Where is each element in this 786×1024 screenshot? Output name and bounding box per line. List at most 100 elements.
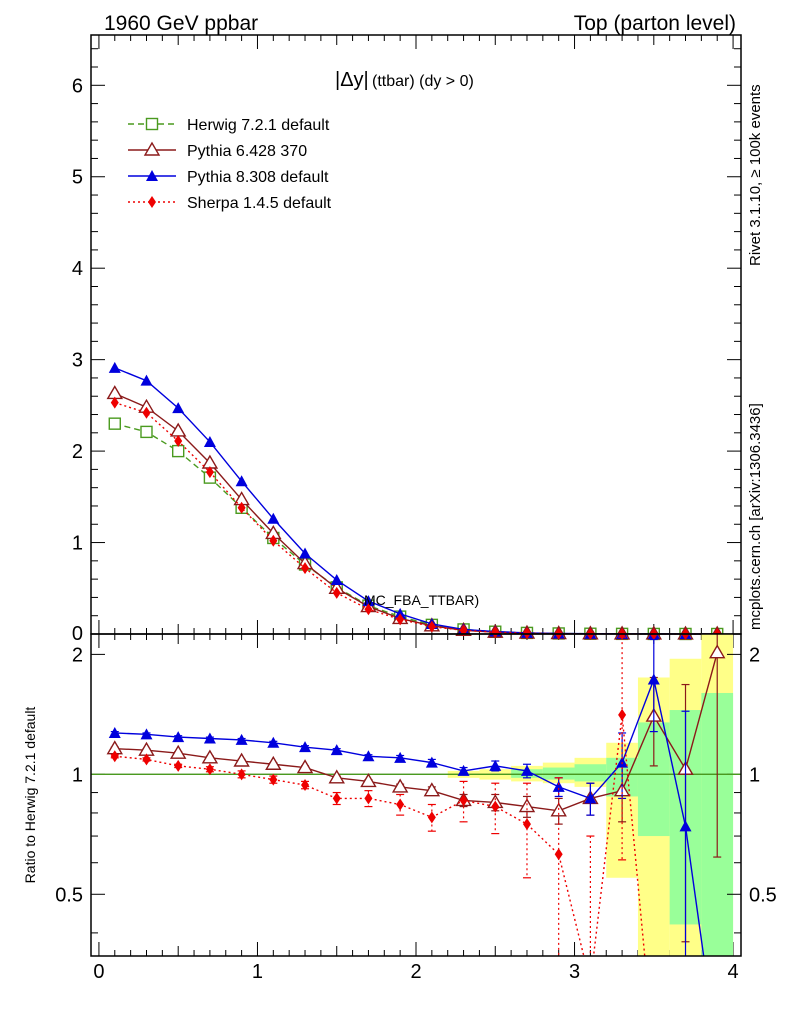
pythia8-ratio-line [114,677,705,956]
sherpa-ratio-point [205,763,214,776]
xtick-label: 0 [93,961,104,983]
pythia8-point [267,512,280,524]
pythia6-ratio-point [360,773,377,788]
sherpa-ratio-point [396,798,405,811]
herwig-point [140,425,153,439]
top-panel: 1 2 3 4 5 6 0 |Δy| (ttbar) (dy > 0) MC_FBA_TTB… [72,34,742,956]
side-label-top: Rivet 3.1.10, ≥ 100k events [747,84,764,266]
pythia8-point [108,361,121,373]
pythia6-ratio-point [296,759,314,774]
sherpa-ratio-point [522,818,531,831]
top-ytick-label: 0 [72,623,83,645]
pythia6-point [169,422,187,437]
pythia8-ratio-point [552,780,565,792]
top-ytick-label: 3 [72,350,83,372]
pythia8-ratio-point [362,750,375,762]
pythia8-legend-marker [146,170,158,181]
ratio-frame [90,633,742,957]
sherpa-legend-marker [148,196,156,208]
sherpa-point [301,562,310,575]
herwig-legend-label: Herwig 7.2.1 default [187,117,330,134]
pythia8-ratio-point [394,751,407,763]
sherpa-point [364,603,373,616]
pythia6-ratio [106,634,726,943]
pythia6-ratio-point [169,744,187,759]
watermark: MC_FBA_TTBAR) [364,592,479,608]
herwig-line [114,422,718,635]
pythia8-ratio-point [267,736,280,748]
sherpa-legend-label: Sherpa 1.4.5 default [187,195,332,212]
pythia8-ratio-point [140,728,153,740]
pythia8-point [140,374,153,386]
sherpa-point [491,626,500,639]
pythia6-ratio-point [328,769,345,784]
sherpa-ratio-line [114,714,646,956]
header-right: Top (parton level) [574,12,736,35]
ratio-ytick-label-right: 1 [749,764,760,786]
sherpa-ratio-point [364,792,373,805]
pythia8-ratio-point [425,756,438,768]
sherpa-point [237,501,246,514]
sherpa-ratio-point [110,750,119,763]
header-left: 1960 GeV ppbar [104,12,258,35]
sherpa-point [332,586,341,599]
top-ytick-label: 1 [72,533,83,555]
pythia8-point [172,402,185,414]
pythia6-ratio-point [518,798,536,813]
pythia8-point [299,547,312,559]
side-label-bottom: mcplots.cern.ch [arXiv:1306.3436] [747,403,764,630]
sherpa-point [396,613,405,626]
pythia8-point [235,475,248,487]
top-ytick-label: 2 [72,441,83,463]
ratio-panel: 0.5 0.5 1 1 2 2 Ratio to Herwig 7.2.1 default [22,633,777,957]
pythia8-ratio-point [647,673,660,685]
ratio-ytick-label-right: 0.5 [749,884,777,906]
ratio-ytick-label: 1 [72,764,83,786]
pythia6-ratio-point [265,755,282,770]
pythia8-ratio-point [489,759,502,771]
sherpa-ratio-point [142,753,151,766]
ratio-ytick-label-right: 2 [749,644,760,666]
pythia6-legend-label: Pythia 6.428 370 [187,143,307,160]
pythia8-ratio-point [299,741,312,753]
pythia6-ratio-point [709,644,726,659]
pythia6-ratio-point [423,782,441,797]
sherpa-ratio-point [269,773,278,786]
sherpa-ratio [110,636,646,956]
pythia8-ratio-point [330,744,343,756]
pythia6-legend-marker [143,141,161,156]
sherpa-ratio-point [174,759,183,772]
sherpa-point [427,620,436,633]
xtick-label: 4 [728,961,739,983]
sherpa-ratio-point [301,779,310,792]
pythia8-ratio-point [457,764,470,776]
plot-title-main: |Δy| [335,69,369,91]
sherpa-ratio-point [491,800,500,813]
pythia8-ratio-point [203,732,216,744]
xtick-label: 3 [569,961,580,983]
ratio-ylabel: Ratio to Herwig 7.2.1 default [22,707,38,884]
pythia8-legend-label: Pythia 8.308 default [187,169,329,186]
sherpa-ratio-point [459,794,468,807]
pythia8-ratio-point [679,820,692,832]
sherpa-ratio-point [237,768,246,781]
herwig-point [108,417,121,430]
pythia8-ratio-point [108,726,121,738]
legend: Herwig 7.2.1 default Pythia 6.428 370 Pyth… [128,117,332,212]
top-ytick-label: 6 [72,75,83,97]
sherpa-point [142,406,151,419]
sherpa-point [174,435,183,448]
pythia6-ratio-point [391,778,409,793]
ratio-uncertainty-band [574,764,607,782]
ratio-uncertainty-band [542,767,575,780]
xtick-label: 2 [410,961,421,983]
plot-title-sub: (ttbar) (dy > 0) [372,73,474,90]
sherpa-ratio-point [332,792,341,805]
sherpa-point [110,396,119,409]
sherpa-point [269,534,278,547]
pythia8-point [203,435,216,447]
ratio-ytick-label: 2 [72,644,83,666]
pythia8-point [330,574,343,586]
pythia8-point [362,595,375,607]
